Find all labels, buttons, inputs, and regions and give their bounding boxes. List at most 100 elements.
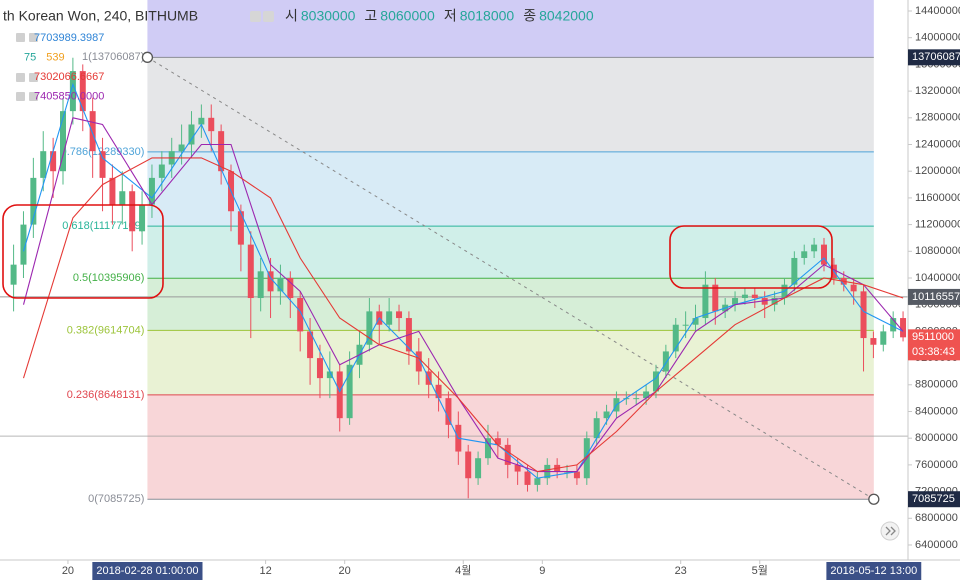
candle-body bbox=[870, 338, 877, 345]
candle-body bbox=[504, 444, 511, 465]
time-axis-bg bbox=[0, 560, 960, 581]
fib-level-label: 0.382(9614704) bbox=[67, 324, 145, 336]
y-tick-label: 10800000 bbox=[915, 245, 960, 257]
icon[interactable] bbox=[29, 73, 38, 82]
candle-body bbox=[99, 151, 106, 178]
annotation-box bbox=[2, 204, 164, 299]
candle-body bbox=[30, 177, 37, 225]
candle-body bbox=[386, 311, 393, 325]
candle-body bbox=[573, 471, 580, 479]
candle-body bbox=[662, 351, 669, 372]
candle-body bbox=[475, 458, 482, 479]
fib-level-label: 1(13706087) bbox=[82, 51, 144, 63]
candle-body bbox=[890, 318, 897, 332]
x-tick-label: 23 bbox=[675, 565, 687, 577]
y-tick-label: 14000000 bbox=[915, 32, 960, 44]
candle-body bbox=[188, 124, 195, 145]
price-label-bg bbox=[908, 491, 960, 508]
fib-level-label: 0.618(11177109) bbox=[62, 220, 144, 232]
y-tick-label: 6800000 bbox=[915, 512, 958, 524]
candle-body bbox=[741, 294, 748, 299]
ma-line bbox=[22, 157, 904, 473]
candle-body bbox=[672, 324, 679, 352]
candle-body bbox=[484, 438, 491, 459]
candle-body bbox=[346, 364, 353, 419]
fib-bands bbox=[147, 0, 874, 500]
candle-body bbox=[139, 204, 146, 232]
legend-value: 7703989.3987 bbox=[34, 32, 104, 44]
icon[interactable] bbox=[29, 92, 38, 101]
candle-body bbox=[178, 144, 185, 152]
icon[interactable] bbox=[250, 11, 261, 22]
scroll-icon bbox=[885, 526, 896, 536]
price-label-bg bbox=[908, 49, 960, 66]
legend-value: 539 bbox=[46, 51, 64, 63]
y-tick-label: 7600000 bbox=[915, 459, 958, 471]
y-tick-label: 8000000 bbox=[915, 432, 958, 444]
y-tick-label: 12800000 bbox=[915, 112, 960, 124]
candle-body bbox=[652, 371, 659, 392]
candle-body bbox=[69, 71, 76, 112]
annotation-box bbox=[669, 225, 833, 289]
fib-trend-line bbox=[147, 56, 875, 500]
fib-level-label: 0.5(10395906) bbox=[73, 272, 145, 284]
header-label: 저 bbox=[444, 8, 457, 24]
header-label: 고 bbox=[364, 8, 377, 24]
y-tick-label: 8800000 bbox=[915, 379, 958, 391]
candle-body bbox=[465, 451, 472, 479]
candle-body bbox=[534, 478, 541, 485]
candle-body bbox=[10, 264, 17, 285]
candle-body bbox=[682, 324, 689, 326]
candle-body bbox=[79, 71, 86, 112]
y-tick-label: 12000000 bbox=[915, 165, 960, 177]
candle-body bbox=[307, 331, 314, 359]
y-tick-label: 14400000 bbox=[915, 5, 960, 17]
header-value: 8018000 bbox=[460, 8, 515, 24]
icon[interactable] bbox=[16, 33, 25, 42]
icon[interactable] bbox=[263, 11, 274, 22]
icon[interactable] bbox=[29, 33, 38, 42]
fib-level-label: 0.236(8648131) bbox=[67, 389, 145, 401]
fib-levels: 1(13706087)0.786(12289330)0.618(11177109… bbox=[0, 51, 908, 505]
legend-value: 7302066.6667 bbox=[34, 71, 104, 83]
fib-handle bbox=[868, 493, 880, 505]
candle-body bbox=[50, 151, 57, 172]
header-value: 8060000 bbox=[380, 8, 435, 24]
drawings bbox=[141, 51, 880, 505]
icon[interactable] bbox=[16, 92, 25, 101]
x-tick-label: 20 bbox=[62, 565, 74, 577]
candle-body bbox=[880, 331, 887, 345]
price-label-bg bbox=[908, 288, 960, 305]
legend-value: 75 bbox=[24, 51, 36, 63]
candle-body bbox=[761, 298, 768, 305]
x-tick-label: 4월 bbox=[455, 564, 471, 577]
candle-body bbox=[40, 151, 47, 178]
candle-body bbox=[514, 464, 521, 472]
x-tick-label: 5월 bbox=[752, 564, 768, 577]
ma-line bbox=[22, 82, 904, 479]
y-tick-label: 6400000 bbox=[915, 539, 958, 551]
icon[interactable] bbox=[16, 73, 25, 82]
candle-body bbox=[445, 398, 452, 425]
y-tick-label: 11200000 bbox=[915, 219, 960, 231]
candle-body bbox=[643, 391, 650, 399]
time-label: 2018-02-28 01:00:00 bbox=[96, 565, 198, 577]
candle-body bbox=[692, 318, 699, 325]
fib-level-label: 0(7085725) bbox=[88, 493, 144, 505]
candle-body bbox=[633, 398, 640, 400]
y-tick-label: 11600000 bbox=[915, 192, 960, 204]
moving-averages bbox=[22, 82, 904, 479]
candle-body bbox=[712, 284, 719, 312]
fib-handle bbox=[141, 51, 154, 63]
header-label: 종 bbox=[523, 8, 536, 24]
candle-body bbox=[129, 191, 136, 232]
candle-body bbox=[732, 298, 739, 305]
candle-body bbox=[20, 224, 27, 265]
fib-band bbox=[147, 226, 874, 279]
candle-body bbox=[109, 177, 116, 205]
chart-title: th Korean Won, 240, BITHUMB bbox=[3, 8, 198, 24]
candle-body bbox=[415, 351, 422, 372]
header-value: 8030000 bbox=[301, 8, 356, 24]
